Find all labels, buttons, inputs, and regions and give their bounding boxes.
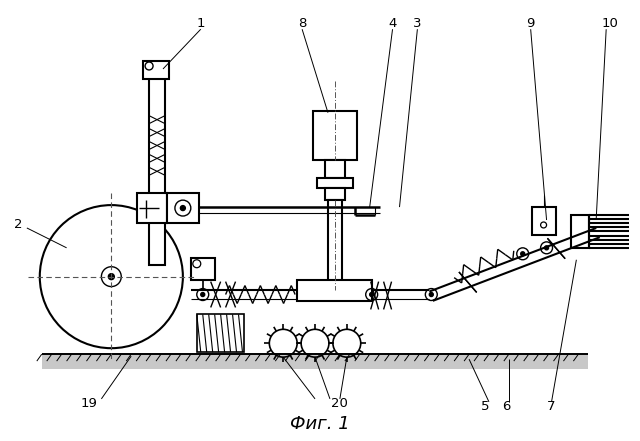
Bar (196, 314, 244, 352)
Text: 9: 9 (527, 17, 535, 30)
Text: 20: 20 (332, 397, 348, 410)
Bar (532, 207, 556, 235)
Circle shape (370, 292, 374, 296)
Bar (313, 111, 356, 161)
Text: 10: 10 (602, 17, 619, 30)
Circle shape (180, 206, 186, 210)
Circle shape (521, 252, 525, 256)
Text: 3: 3 (413, 17, 422, 30)
Bar (328, 200, 342, 284)
Circle shape (108, 274, 115, 280)
Bar (317, 178, 353, 188)
Text: 2: 2 (13, 218, 22, 232)
Bar (325, 161, 345, 178)
Bar (297, 280, 372, 302)
Circle shape (201, 292, 205, 296)
Bar (167, 193, 199, 223)
Bar (149, 66, 165, 265)
Circle shape (545, 246, 548, 250)
Text: 8: 8 (298, 17, 307, 30)
Text: 7: 7 (547, 400, 556, 413)
Bar (137, 193, 167, 223)
Text: 5: 5 (481, 400, 489, 413)
Text: 19: 19 (81, 397, 98, 410)
Bar (143, 61, 169, 79)
Text: Фиг. 1: Фиг. 1 (290, 415, 350, 433)
Text: 1: 1 (196, 17, 205, 30)
Circle shape (429, 292, 433, 296)
Bar (191, 258, 214, 280)
Text: 4: 4 (388, 17, 397, 30)
Text: 6: 6 (502, 400, 510, 413)
Bar (42, 354, 588, 369)
Bar (572, 215, 589, 248)
Bar (325, 188, 345, 200)
